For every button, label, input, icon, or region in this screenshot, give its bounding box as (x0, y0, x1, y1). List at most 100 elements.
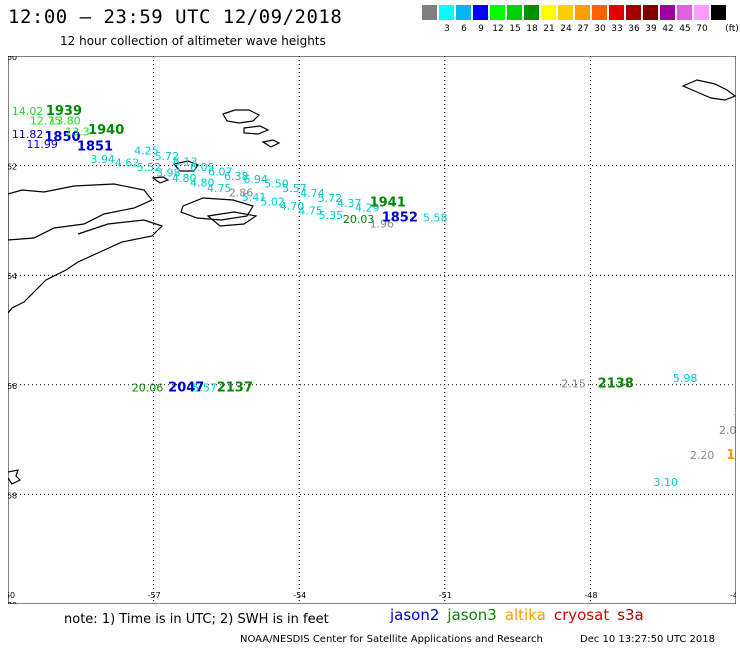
wave-height-value: 4.62 (115, 157, 140, 170)
joinville-island-group (180, 197, 258, 227)
wave-height-value: 4.80 (190, 176, 215, 189)
wave-height-value: 3.10 (653, 476, 678, 489)
latitude-label: -66 (8, 382, 17, 391)
scale-swatch (609, 5, 624, 20)
wave-height-value: 6.13 (173, 156, 198, 169)
satellite-name: jason2 (390, 606, 440, 624)
south-orkney-islands (681, 79, 736, 101)
south-shetland-islands (151, 109, 281, 184)
wave-height-value: 5.72 (318, 192, 343, 205)
note-label: note: (64, 612, 98, 627)
coast-fragment-sw (8, 469, 22, 485)
longitude-label: -48 (584, 591, 597, 600)
wave-height-value: 13.80 (49, 115, 81, 128)
wave-height-value: 14.02 (12, 105, 44, 118)
wave-height-value: 5.72 (155, 150, 180, 163)
scale-label: 21 (543, 24, 555, 34)
wave-height-value: 5.57 (282, 182, 307, 195)
scale-swatch (490, 5, 505, 20)
scale-label: 9 (478, 24, 484, 34)
scale-label: 42 (662, 24, 674, 34)
scale-swatch (439, 5, 454, 20)
latitude-label: -68 (8, 491, 17, 500)
wave-height-value: 3.94 (91, 153, 116, 166)
longitude-label: -57 (148, 591, 161, 600)
scale-swatch (711, 5, 726, 20)
antarctic-peninsula (8, 183, 164, 314)
pass-time-label: 1940 (88, 123, 124, 138)
pass-time-label: 1851 (77, 139, 113, 154)
wave-height-value: 4.29 (355, 202, 380, 215)
wave-height-value: 5.52 (137, 161, 162, 174)
wave-height-value: 11.99 (26, 138, 57, 151)
scale-swatch (473, 5, 488, 20)
graticule (8, 56, 736, 604)
wave-height-map: -60 -62 -64 -66 -68 -70 -60 -57 -54 -51 -48 -45 14… (8, 56, 736, 604)
satellite-legend: jason2 jason3 altika cryosat s3a (390, 606, 652, 624)
wave-height-value: 6.07 (208, 165, 233, 178)
wave-height-value: 4.74 (300, 187, 325, 200)
wave-height-value: 4.25 (134, 145, 159, 158)
scale-label: 15 (509, 24, 521, 34)
wave-height-value: 2.20 (690, 449, 715, 462)
wave-height-value: 5.98 (673, 372, 698, 385)
wave-height-value: 6.94 (243, 173, 267, 186)
wave-height-value: 2.86 (229, 186, 254, 199)
scale-swatch (643, 5, 658, 20)
scale-swatch (456, 5, 471, 20)
scale-swatch (507, 5, 522, 20)
wave-height-value: 5.57 (192, 381, 217, 394)
wave-height-value: 5.35 (319, 209, 344, 222)
scale-swatch (626, 5, 641, 20)
note-time-utc: 1) Time is in UTC; (101, 612, 216, 627)
wave-height-value: 6.38 (224, 170, 249, 183)
wave-height-value: 20.06 (132, 381, 164, 394)
scale-label: 30 (594, 24, 606, 34)
pass-time-label: 19 (726, 448, 736, 463)
wave-height-value: 4.75 (298, 204, 323, 217)
latitude-label: -70 (8, 601, 17, 604)
scale-label: 39 (645, 24, 657, 34)
satellite-name: altika (504, 606, 546, 624)
scale-swatch (558, 5, 573, 20)
scale-swatch (592, 5, 607, 20)
pass-time-label: 2137 (217, 380, 253, 395)
longitude-label: -54 (293, 591, 306, 600)
wave-height-value: 5.58 (423, 211, 448, 224)
generated-timestamp: Dec 10 13:27:50 UTC 2018 (580, 634, 715, 645)
longitude-label: -60 (8, 591, 15, 600)
pass-time-label: 1941 (370, 196, 406, 211)
wave-height-value: 4.75 (207, 182, 232, 195)
scale-label: 45 (679, 24, 691, 34)
pass-time-label: 2138 (598, 377, 634, 392)
note-swh-feet: 2) SWH is in feet (220, 612, 329, 627)
pass-time-label: 1850 (44, 130, 80, 145)
longitude-label: -51 (439, 591, 452, 600)
scale-swatch (575, 5, 590, 20)
wave-height-value: 3.98 (156, 167, 181, 180)
scale-label: 24 (560, 24, 572, 34)
scale-label: 70 (696, 24, 708, 34)
scale-label: 18 (526, 24, 538, 34)
map-title: 12:00 — 23:59 UTC 12/09/2018 (8, 6, 343, 28)
latitude-labels: -60 -62 -64 -66 -68 -70 (8, 56, 17, 604)
scale-label: 12 (492, 24, 504, 34)
wave-height-value: 5.41 (242, 191, 267, 204)
wave-height-value: 2.15 (561, 378, 586, 391)
scale-label: 33 (611, 24, 623, 34)
wave-height-value: 5.50 (264, 178, 289, 191)
pass-time-label: 1852 (382, 210, 418, 225)
scale-label: 6 (461, 24, 467, 34)
wave-height-value: 2.01 (719, 424, 736, 437)
scale-swatch (677, 5, 692, 20)
wave-height-value: 4.70 (280, 200, 305, 213)
scale-label: 27 (577, 24, 589, 34)
wave-height-value: 4.80 (172, 172, 197, 185)
scale-swatch (422, 5, 437, 20)
credits: NOAA/NESDIS Center for Satellite Applica… (240, 634, 543, 645)
latitude-label: -60 (8, 56, 17, 62)
wave-height-value: 12.75 (30, 115, 62, 128)
wave-height-value: 6.05 (190, 161, 215, 174)
satellite-name: s3a (617, 606, 644, 624)
